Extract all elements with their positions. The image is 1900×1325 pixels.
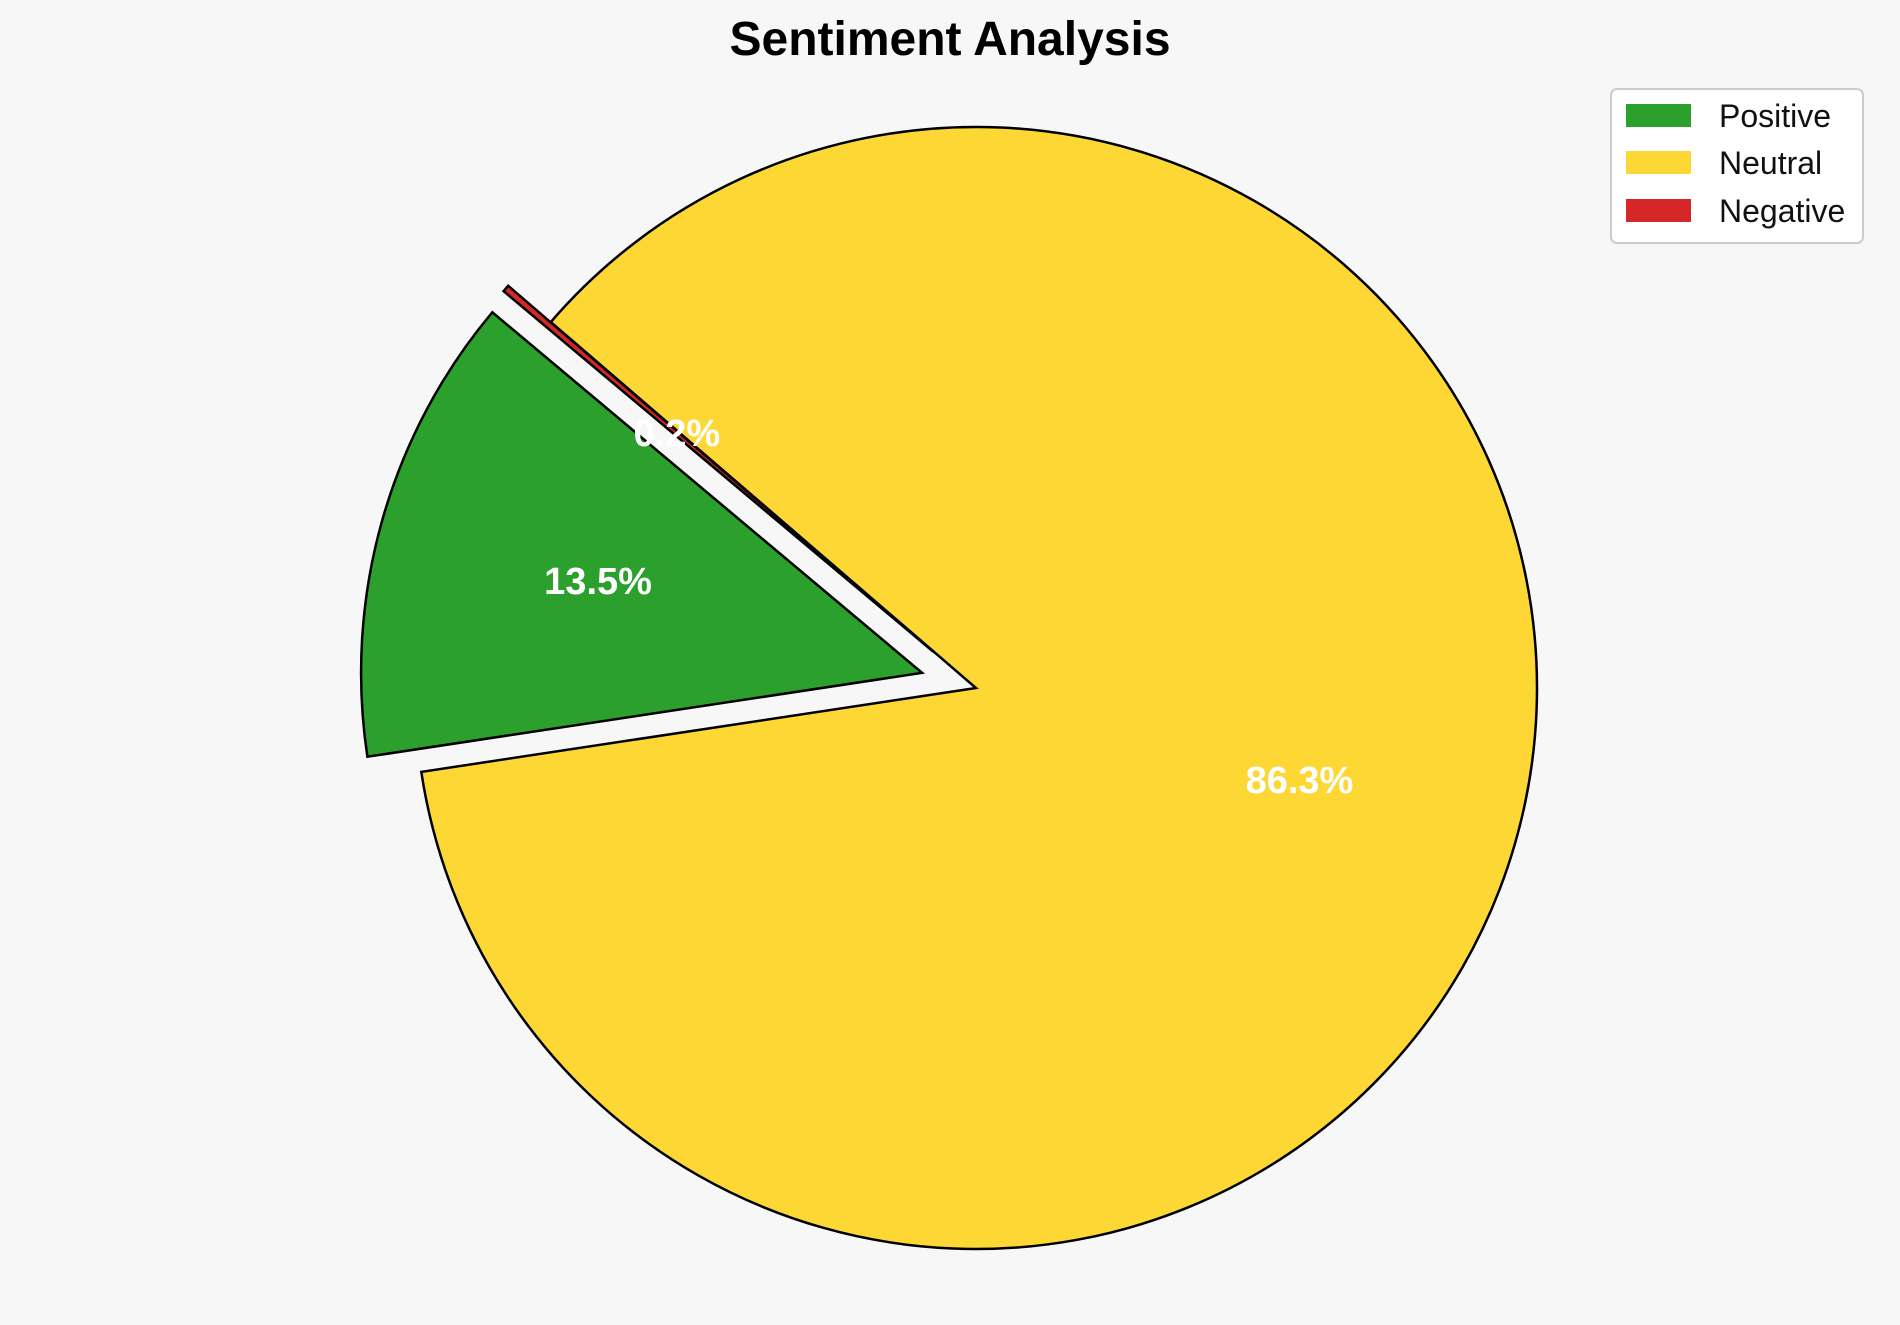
- legend-swatch-neutral: [1626, 151, 1691, 174]
- pie-slice-neutral: [419, 125, 1539, 1251]
- pie-percentage-labels: 13.5% 86.3% 0.2%: [544, 413, 1353, 802]
- chart-title: Sentiment Analysis: [729, 13, 1170, 66]
- legend: Positive Neutral Negative: [1610, 88, 1864, 244]
- pie-slices: [359, 125, 1539, 1251]
- legend-label-neutral: Neutral: [1719, 145, 1822, 181]
- pie-label-positive: 13.5%: [544, 561, 652, 603]
- pie-label-negative: 0.2%: [634, 413, 721, 455]
- legend-label-negative: Negative: [1719, 193, 1845, 229]
- legend-label-positive: Positive: [1719, 98, 1831, 134]
- pie-slice-negative: [501, 283, 935, 653]
- pie-label-neutral: 86.3%: [1246, 760, 1354, 802]
- legend-swatch-positive: [1626, 104, 1691, 127]
- legend-swatch-negative: [1626, 199, 1691, 222]
- pie-slice-positive: [359, 310, 926, 759]
